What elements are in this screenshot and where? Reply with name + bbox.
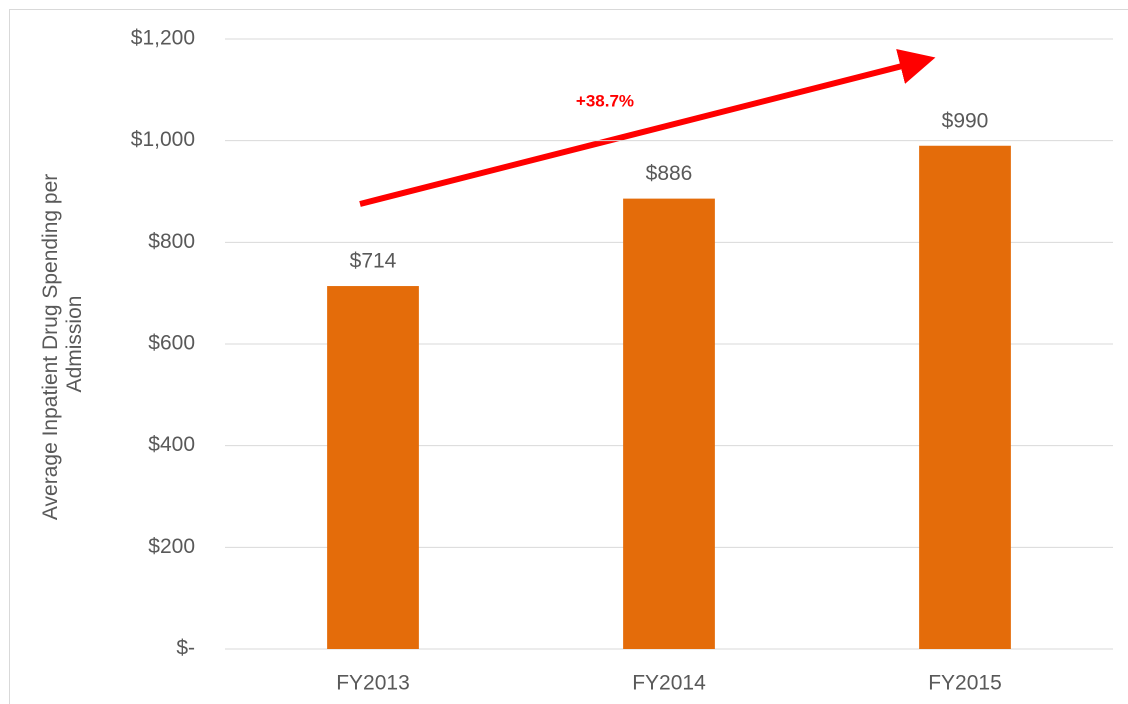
x-tick-label: FY2013 [336, 672, 410, 695]
y-tick-label: $800 [148, 230, 195, 253]
x-tick-label: FY2014 [632, 672, 706, 695]
data-label: $990 [942, 109, 989, 132]
y-tick-label: $200 [148, 535, 195, 558]
data-label: $714 [350, 250, 397, 273]
data-label: $886 [646, 162, 693, 185]
bar [327, 286, 419, 649]
y-tick-label: $1,000 [131, 128, 195, 151]
bar [623, 198, 715, 649]
trend-arrow [359, 48, 936, 207]
y-axis-label-line: Admission [63, 296, 86, 393]
y-tick-label: $- [176, 637, 195, 660]
x-tick-label: FY2015 [928, 672, 1002, 695]
y-tick-label: $400 [148, 433, 195, 456]
y-tick-label: $600 [148, 332, 195, 355]
y-axis-label-line: Average Inpatient Drug Spending per [39, 174, 62, 520]
y-tick-label: $1,200 [131, 27, 195, 50]
y-axis-label: Average Inpatient Drug Spending per Admi… [39, 168, 86, 520]
chart-frame [9, 9, 1128, 704]
annotation: +38.7% [576, 91, 634, 110]
bar [919, 145, 1011, 649]
